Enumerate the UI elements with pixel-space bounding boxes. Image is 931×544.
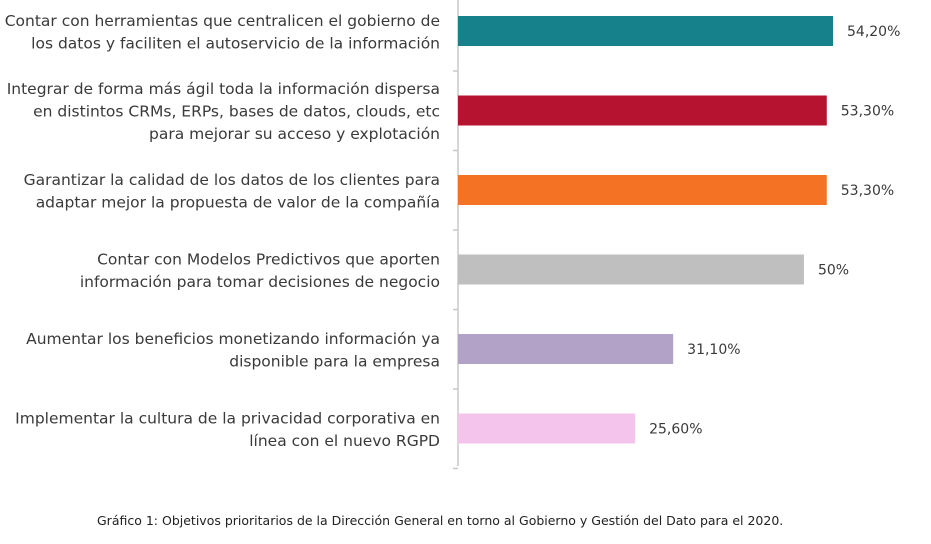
bar-3	[458, 175, 827, 205]
category-label-4: Contar con Modelos Predictivos que aport…	[80, 250, 440, 291]
category-label-line: los datos y faciliten el autoservicio de…	[31, 34, 440, 52]
value-label-1: 54,20%	[847, 24, 900, 40]
category-label-5: Aumentar los beneficios monetizando info…	[26, 330, 440, 371]
value-label-5: 31,10%	[687, 342, 740, 358]
category-label-line: en distintos CRMs, ERPs, bases de datos,…	[33, 103, 440, 121]
value-label-3: 53,30%	[841, 183, 894, 199]
value-label-4: 50%	[818, 263, 849, 279]
bar-chart: Contar con herramientas que centralicen …	[5, 0, 900, 470]
category-label-line: disponible para la empresa	[229, 352, 440, 370]
category-label-line: Contar con Modelos Predictivos que aport…	[97, 250, 440, 268]
chart-caption: Gráfico 1: Objetivos prioritarios de la …	[97, 513, 784, 528]
category-label-line: línea con el nuevo RGPD	[249, 432, 440, 450]
category-label-line: información para tomar decisiones de neg…	[80, 273, 440, 291]
category-label-line: Garantizar la calidad de los datos de lo…	[24, 171, 440, 189]
y-axis	[453, 0, 459, 470]
bar-4	[458, 254, 804, 285]
bar-2	[458, 95, 827, 126]
value-label-6: 25,60%	[649, 422, 702, 438]
category-label-line: Contar con herramientas que centralicen …	[5, 12, 440, 30]
bar-6	[458, 413, 636, 444]
value-labels: 54,20% 53,30% 53,30% 50% 31,10% 25,60%	[649, 24, 900, 438]
value-label-2: 53,30%	[841, 104, 894, 120]
bar-1	[458, 16, 833, 46]
category-label-2: Integrar de forma más ágil toda la infor…	[7, 80, 440, 143]
category-label-line: para mejorar su acceso y explotación	[149, 125, 440, 143]
category-labels: Contar con herramientas que centralicen …	[5, 12, 440, 450]
category-label-1: Contar con herramientas que centralicen …	[5, 12, 440, 53]
bars	[458, 16, 833, 444]
category-label-3: Garantizar la calidad de los datos de lo…	[24, 171, 440, 212]
category-label-6: Implementar la cultura de la privacidad …	[15, 409, 440, 450]
category-label-line: Aumentar los beneficios monetizando info…	[26, 330, 440, 348]
category-label-line: Implementar la cultura de la privacidad …	[15, 409, 440, 427]
category-label-line: Integrar de forma más ágil toda la infor…	[7, 80, 440, 98]
category-label-line: adaptar mejor la propuesta de valor de l…	[36, 193, 440, 211]
bar-5	[458, 334, 674, 364]
